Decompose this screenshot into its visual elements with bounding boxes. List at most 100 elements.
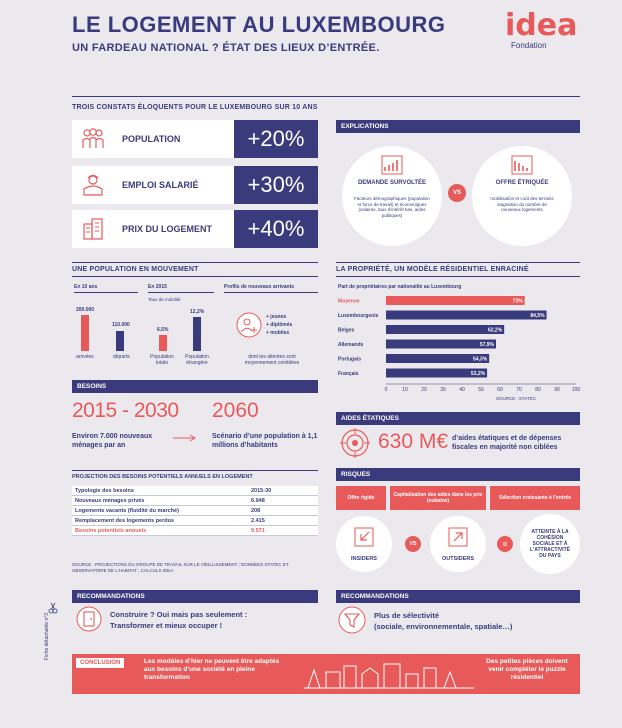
insiders-label: INSIDERS (351, 556, 377, 562)
conclusion-label: CONCLUSION (76, 658, 125, 668)
chart-tick-label: 30 (440, 387, 446, 393)
chart-tick-label: 70 (516, 387, 522, 393)
besoins-table-wrap: Typologie des besoins 2015-30 Nouveaux m… (72, 486, 318, 536)
profil-jeunes: + jeunes (266, 314, 287, 320)
besoins-source: SOURCE : PROJECTIONS DU GROUPE DE TRAVAI… (72, 562, 289, 573)
chart-data-label: 84,5% (530, 313, 545, 319)
explications-heading: EXPLICATIONS (336, 120, 580, 133)
table-heading: PROJECTION DES BESOINS POTENTIELS ANNUEL… (72, 474, 253, 480)
decline-chart-icon (511, 155, 533, 175)
page-subtitle: UN FARDEAU NATIONAL ? ÉTAT DES LIEUX D’E… (72, 42, 380, 54)
chart-category-label: Allemands (338, 342, 364, 348)
reco-left-line1: Construire ? Oui mais pas seulement : (110, 610, 248, 619)
table-cell: Besoins potentiels annuels (72, 525, 248, 536)
reco-right-line1: Plus de sélectivité (374, 611, 440, 620)
header-divider (72, 96, 580, 97)
besoins-year: 2060 (212, 399, 259, 422)
risk-step-3: Sélection croissante à l’entrée (490, 486, 580, 510)
table-cell: Remplacement des logements perdus (72, 515, 248, 526)
chart-tick-label: 10 (402, 387, 408, 393)
arrow-right-icon (173, 434, 196, 442)
mob-etr-bar (193, 317, 201, 351)
reco-right-heading: RECOMMANDATIONS (336, 590, 580, 603)
constat-card-population: POPULATION (72, 120, 234, 158)
constat-label-prix: PRIX DU LOGEMENT (122, 224, 213, 234)
city-skyline-icon (304, 663, 474, 689)
door-icon (76, 606, 102, 632)
chart-bar (386, 339, 497, 349)
table-cell: Nouveaux ménages privés (72, 495, 248, 506)
conclusion-band: CONCLUSION Les modèles d’hier ne peuvent… (72, 654, 580, 694)
profile-add-icon (236, 312, 262, 338)
propriete-source: SOURCE : STATEC (496, 396, 537, 401)
besoins-period: 2015 - 2030 (72, 399, 179, 422)
table-head-period: 2015-30 (248, 486, 318, 496)
constat-card-prix: PRIX DU LOGEMENT (72, 210, 234, 248)
chart-category-label: Moyenne (338, 299, 360, 305)
pop-col2-sub: Taux de mobilité (148, 297, 181, 302)
table-cell: 6.948 (248, 495, 318, 506)
propriete-heading: LA PROPRIÉTÉ, UN MODÈLE RÉSIDENTIEL ENRA… (336, 266, 529, 273)
departs-label: départs (113, 354, 130, 360)
scissors-icon (48, 602, 58, 614)
side-note: Fiche détachable n°3 (44, 612, 50, 660)
conclusion-left: Les modèles d’hier ne peuvent être adapt… (144, 658, 280, 681)
table-row: Remplacement des logements perdus 2.415 (72, 515, 318, 526)
table-cell: Logements vacants (fluidité du marché) (72, 505, 248, 516)
table-cell: 208 (248, 505, 318, 516)
outsiders-circle: OUTSIDERS (430, 516, 486, 572)
profil-diplomes: + diplômés (266, 322, 293, 328)
filter-icon (338, 606, 366, 634)
demande-text: Facteurs démographiques (population et f… (354, 196, 430, 218)
demande-circle: DEMANDE SURVOLTÉE Facteurs démographique… (342, 146, 442, 246)
chart-bar (386, 368, 488, 378)
chart-bar (386, 354, 490, 363)
aides-heading: AIDES ÉTATIQUES (336, 412, 580, 425)
risques-result: ATTEINTE À LA COHÉSION SOCIALE ET À L’AT… (530, 529, 570, 559)
chart-data-label: 54,3% (473, 357, 488, 363)
mob-total-bar (159, 335, 167, 351)
chart-tick-label: 50 (478, 387, 484, 393)
constat-label-emploi: EMPLOI SALARIÉ (122, 180, 199, 190)
demande-title: DEMANDE SURVOLTÉE (357, 180, 427, 186)
arrivees-bar (81, 315, 89, 351)
chart-bar (386, 296, 525, 305)
table-row: Nouveaux ménages privés 6.948 (72, 495, 318, 506)
table-cell: 9.571 (248, 525, 318, 536)
table-row: Logements vacants (fluidité du marché) 2… (72, 505, 318, 516)
table-cell: 2.415 (248, 515, 318, 526)
propriete-divider-2 (336, 276, 580, 277)
departs-value: 110.000 (112, 322, 130, 328)
risk-step-1: Offre rigide (336, 486, 386, 510)
population-heading: UNE POPULATION EN MOUVEMENT (72, 266, 199, 273)
chart-tick-label: 100 (572, 387, 581, 393)
logo-sub: Fondation (511, 41, 547, 50)
growth-chart-icon (381, 155, 403, 175)
besoins-period-text: Environ 7.000 nouveaux ménages par an (72, 433, 153, 449)
chart-data-label: 73% (513, 299, 524, 305)
population-divider-2 (72, 276, 318, 277)
constat-label-population: POPULATION (122, 134, 181, 144)
insider-arrow-icon (354, 527, 374, 547)
table-header-row: Typologie des besoins 2015-30 (72, 486, 318, 496)
chart-data-label: 62,2% (488, 328, 503, 334)
outsider-arrow-icon (448, 527, 468, 547)
constat-card-emploi: EMPLOI SALARIÉ (72, 166, 234, 204)
risk-step-2: Capitalisation des aides dans les prix (… (390, 486, 486, 510)
profil-mobiles: + mobiles (266, 330, 290, 336)
chart-tick-label: 0 (385, 387, 388, 393)
constat-value-population: +20% (234, 120, 318, 158)
population-divider (72, 262, 318, 263)
besoins-year-text: Scénario d’une population à 1,1 millions… (212, 433, 318, 449)
reco-right-line2: (sociale, environnementale, spatiale…) (374, 622, 513, 631)
pop-col3-title: Profils de nouveaux arrivants (224, 284, 295, 290)
arrivees-label: arrivées (76, 354, 94, 360)
profils-note: dont les attentes sont moyennement combl… (244, 354, 300, 366)
chart-data-label: 57,9% (480, 342, 495, 348)
mob-etr-value: 12,2% (190, 309, 205, 315)
target-icon (340, 428, 370, 458)
chart-data-label: 53,2% (471, 371, 486, 377)
aides-value: 630 M€ (378, 430, 449, 453)
reco-left-heading: RECOMMANDATIONS (72, 590, 318, 603)
chart-bar (386, 325, 505, 334)
